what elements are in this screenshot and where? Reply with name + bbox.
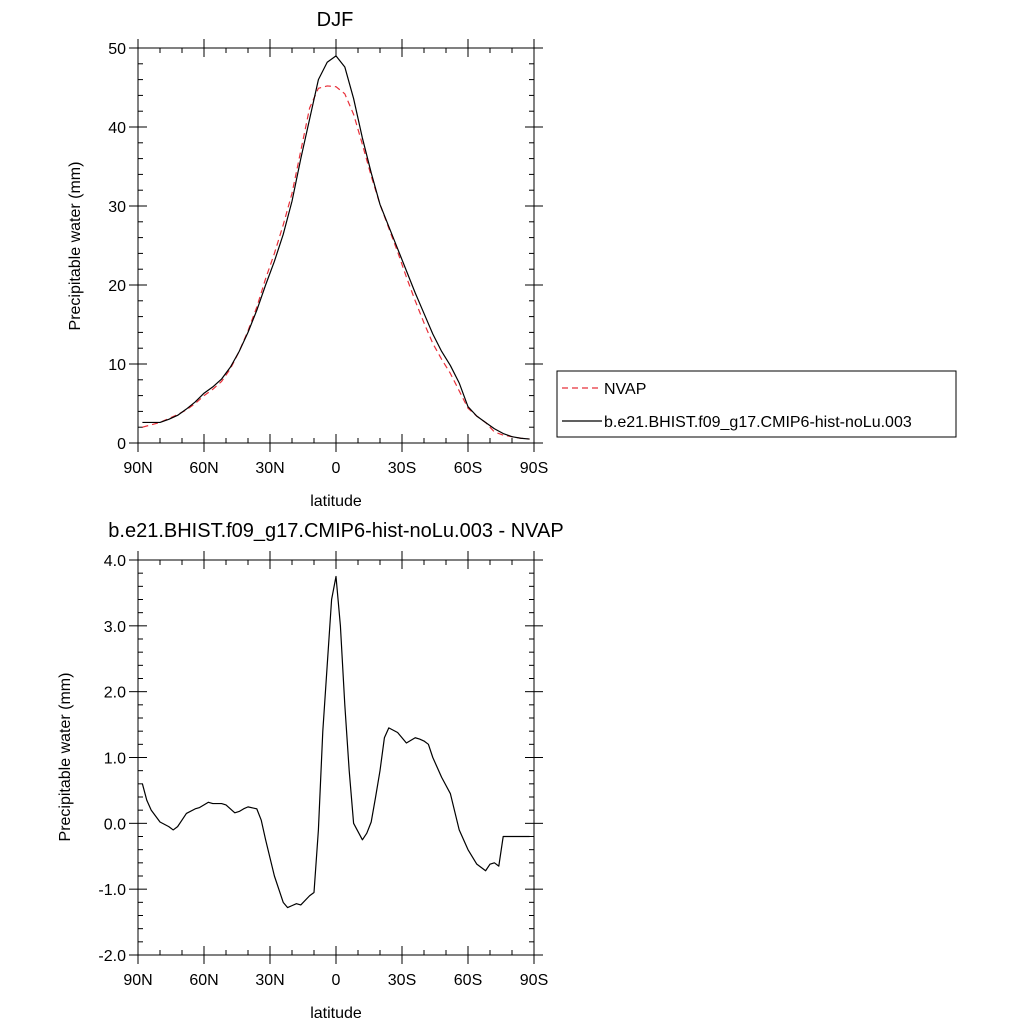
top-y-tick-label: 50 <box>108 41 126 58</box>
top-chart-frame <box>137 47 535 444</box>
top-y-tick-label: 40 <box>108 120 126 137</box>
top-x-tick-label: 60N <box>189 460 218 477</box>
top-chart-x-axis-label: latitude <box>310 493 362 510</box>
top-x-tick-label: 90N <box>123 460 152 477</box>
legend-entry-model: b.e21.BHIST.f09_g17.CMIP6-hist-noLu.003 <box>562 414 912 431</box>
legend-entry-nvap: NVAP <box>562 381 646 398</box>
bottom-chart-title: b.e21.BHIST.f09_g17.CMIP6-hist-noLu.003 … <box>108 520 563 542</box>
bottom-chart-panel: b.e21.BHIST.f09_g17.CMIP6-hist-noLu.003 … <box>57 520 564 1022</box>
bottom-x-tick-label: 90S <box>520 972 548 989</box>
bottom-x-tick-label: 30N <box>255 972 284 989</box>
bottom-y-tick-label: -2.0 <box>98 948 126 965</box>
bottom-y-tick-label: 0.0 <box>104 816 126 833</box>
bottom-x-tick-label: 60S <box>454 972 482 989</box>
bottom-chart-x-axis-label: latitude <box>310 1005 362 1022</box>
top-chart-y-axis-label: Precipitable water (mm) <box>67 162 84 331</box>
top-chart-ticks: 90N 60N 30N 0 30S 60S 90S 0 10 20 30 40 50 <box>108 39 548 477</box>
top-x-tick-label: 90S <box>520 460 548 477</box>
bottom-y-tick-label: -1.0 <box>98 882 126 899</box>
bottom-chart-frame <box>137 559 535 956</box>
top-x-tick-label: 60S <box>454 460 482 477</box>
top-chart-panel: DJF Precipitable water (mm) latitude 90N… <box>67 9 548 510</box>
bottom-x-tick-label: 30S <box>388 972 416 989</box>
bottom-y-tick-label: 4.0 <box>104 553 126 570</box>
legend-label-model: b.e21.BHIST.f09_g17.CMIP6-hist-noLu.003 <box>604 414 912 431</box>
top-y-tick-label: 10 <box>108 357 126 374</box>
top-chart-title: DJF <box>317 9 354 31</box>
legend: NVAP b.e21.BHIST.f09_g17.CMIP6-hist-noLu… <box>556 370 957 438</box>
bottom-y-tick-label: 3.0 <box>104 619 126 636</box>
bottom-chart-ticks: 90N 60N 30N 0 30S 60S 90S -2.0 -1.0 0.0 1.0 2.0 3.0 4… <box>98 551 548 989</box>
top-series-line-model <box>142 55 530 440</box>
top-y-tick-label: 20 <box>108 278 126 295</box>
top-y-tick-label: 0 <box>117 436 126 453</box>
bottom-x-tick-label: 0 <box>332 972 341 989</box>
top-chart-series <box>142 55 530 440</box>
bottom-x-tick-label: 60N <box>189 972 218 989</box>
top-y-tick-label: 30 <box>108 199 126 216</box>
top-x-tick-label: 30S <box>388 460 416 477</box>
bottom-chart-series <box>141 575 530 909</box>
bottom-series-line-difference <box>141 575 530 909</box>
top-x-tick-label: 30N <box>255 460 284 477</box>
bottom-x-tick-label: 90N <box>123 972 152 989</box>
legend-label-nvap: NVAP <box>604 381 646 398</box>
bottom-y-tick-label: 2.0 <box>104 685 126 702</box>
top-x-tick-label: 0 <box>332 460 341 477</box>
bottom-chart-y-axis-label: Precipitable water (mm) <box>57 673 74 842</box>
legend-box <box>556 370 957 438</box>
top-series-line-nvap <box>142 85 530 440</box>
bottom-y-tick-label: 1.0 <box>104 751 126 768</box>
